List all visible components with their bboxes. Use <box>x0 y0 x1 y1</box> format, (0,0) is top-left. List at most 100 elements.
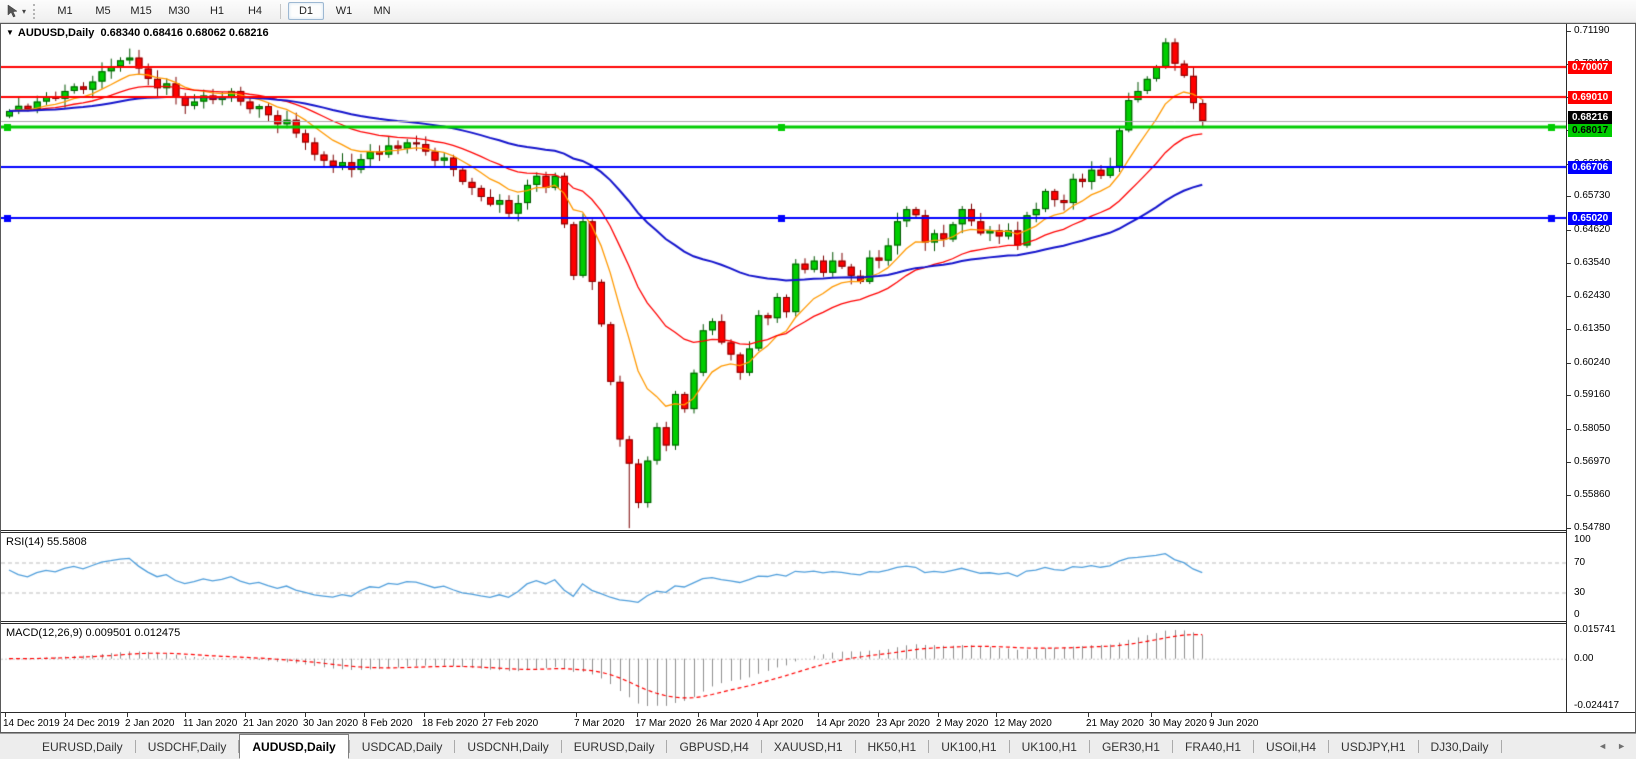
time-axis-date-label: 14 Apr 2020 <box>816 718 870 729</box>
price-tick-mark <box>1567 495 1571 496</box>
macd-axis-label: -0.024417 <box>1574 700 1620 711</box>
chart-window: ▼ AUDUSD,Daily 0.68340 0.68416 0.68062 0.… <box>0 23 1636 733</box>
tab-separator <box>1417 740 1419 753</box>
chart-tab-uk100-h1[interactable]: UK100,H1 <box>1021 739 1077 754</box>
price-tick-label: 0.60240 <box>1574 356 1611 368</box>
pane-separator-rsi-macd[interactable] <box>1 621 1566 624</box>
time-tick-mark <box>818 713 819 717</box>
timeframe-button-mn[interactable]: MN <box>373 5 391 17</box>
time-tick-mark <box>576 713 577 717</box>
tab-separator <box>854 740 856 753</box>
price-tick-label: 0.58050 <box>1574 423 1611 435</box>
timeframe-button-m5[interactable]: M5 <box>95 5 111 17</box>
time-axis-date-label: 21 May 2020 <box>1086 718 1144 729</box>
timeframe-button-d1[interactable]: D1 <box>288 2 325 20</box>
time-tick-mark <box>1088 713 1089 717</box>
tab-separator <box>760 740 762 753</box>
macd-label: MACD(12,26,9) 0.009501 0.012475 <box>6 627 181 639</box>
price-badge: 0.69010 <box>1568 91 1613 105</box>
time-axis[interactable]: 14 Dec 2019 24 Dec 2019 2 Jan 2020 11 Jan 2… <box>1 713 1635 732</box>
timeframe-button-h4[interactable]: H4 <box>247 5 263 17</box>
price-tick-mark <box>1567 31 1571 32</box>
rsi-indicator-canvas[interactable] <box>1 533 1566 621</box>
chart-tab-audusd-daily[interactable]: AUDUSD,Daily <box>239 734 349 759</box>
price-badge: 0.70007 <box>1568 60 1613 74</box>
time-axis-date-label: 12 May 2020 <box>994 718 1052 729</box>
chart-tab-eurusd-daily[interactable]: EURUSD,Daily <box>42 739 123 754</box>
time-axis-date-label: 8 Feb 2020 <box>362 718 413 729</box>
toolbar-separator <box>280 3 282 19</box>
chart-tab-usdcnh-daily[interactable]: USDCNH,Daily <box>467 739 549 754</box>
price-axis[interactable]: 100 70 30 0 0.015741 0.00 -0.024417 0.71190 0.70… <box>1567 24 1635 712</box>
chart-tab-ger30-h1[interactable]: GER30,H1 <box>1101 739 1160 754</box>
time-axis-date-label: 7 Mar 2020 <box>574 718 625 729</box>
tab-scroll-arrows: ◄ ► <box>1588 733 1626 759</box>
time-tick-mark <box>637 713 638 717</box>
time-axis-date-label: 2 May 2020 <box>936 718 989 729</box>
price-tick-mark <box>1567 329 1571 330</box>
chart-tab-usdjpy-h1[interactable]: USDJPY,H1 <box>1341 739 1406 754</box>
tab-scroll-right-icon[interactable]: ► <box>1617 741 1626 751</box>
timeframe-button-m30[interactable]: M30 <box>168 5 190 17</box>
chart-title: ▼ AUDUSD,Daily 0.68340 0.68416 0.68062 0.… <box>6 27 269 39</box>
time-axis-date-label: 26 Mar 2020 <box>696 718 753 729</box>
chart-tab-hk50-h1[interactable]: HK50,H1 <box>867 739 917 754</box>
price-badge: 0.68017 <box>1568 124 1613 138</box>
time-tick-mark <box>364 713 365 717</box>
macd-axis-label: 0.015741 <box>1574 624 1616 635</box>
time-axis-date-label: 18 Feb 2020 <box>422 718 479 729</box>
chart-dropdown-icon[interactable]: ▼ <box>6 28 14 37</box>
tab-separator <box>454 740 456 753</box>
chart-tab-usoil-h4[interactable]: USOil,H4 <box>1266 739 1317 754</box>
chart-tab-xauusd-h1[interactable]: XAUUSD,H1 <box>773 739 843 754</box>
time-tick-mark <box>1211 713 1212 717</box>
crosshair-cursor-icon[interactable] <box>4 2 22 20</box>
price-tick-mark <box>1567 462 1571 463</box>
chart-tab-gbpusd-h4[interactable]: GBPUSD,H4 <box>679 739 749 754</box>
time-tick-mark <box>185 713 186 717</box>
chart-tab-dj30-daily[interactable]: DJ30,Daily <box>1430 739 1489 754</box>
price-tick-mark <box>1567 296 1571 297</box>
time-tick-mark <box>5 713 6 717</box>
price-badge: 0.66706 <box>1568 160 1613 174</box>
macd-indicator-canvas[interactable] <box>1 624 1566 712</box>
price-tick-label: 0.63540 <box>1574 256 1611 268</box>
tab-separator <box>134 740 136 753</box>
time-tick-mark <box>245 713 246 717</box>
chart-tab-uk100-h1[interactable]: UK100,H1 <box>941 739 997 754</box>
price-tick-label: 0.56970 <box>1574 455 1611 467</box>
time-axis-border <box>1 712 1635 713</box>
chart-tab-usdchf-daily[interactable]: USDCHF,Daily <box>147 739 227 754</box>
rsi-axis-label: 0 <box>1574 609 1580 620</box>
timeframe-button-m15[interactable]: M15 <box>130 5 152 17</box>
time-axis-date-label: 21 Jan 2020 <box>243 718 299 729</box>
pane-separator-main-rsi[interactable] <box>1 530 1566 533</box>
time-tick-mark <box>757 713 758 717</box>
rsi-label: RSI(14) 55.5808 <box>6 536 87 548</box>
time-tick-mark <box>424 713 425 717</box>
toolbar-grip[interactable] <box>33 3 39 19</box>
chart-tab-fra40-h1[interactable]: FRA40,H1 <box>1184 739 1242 754</box>
tab-separator <box>1253 740 1255 753</box>
time-axis-date-label: 4 Apr 2020 <box>755 718 804 729</box>
time-axis-date-label: 23 Apr 2020 <box>876 718 930 729</box>
tabs-left-spacer <box>0 734 30 759</box>
price-tick-mark <box>1567 196 1571 197</box>
chart-tab-usdcad-daily[interactable]: USDCAD,Daily <box>361 739 443 754</box>
tab-separator <box>928 740 930 753</box>
tab-scroll-left-icon[interactable]: ◄ <box>1598 741 1608 751</box>
main-price-chart-canvas[interactable] <box>1 24 1566 530</box>
tab-separator <box>666 740 668 753</box>
price-tick-mark <box>1567 363 1571 364</box>
time-tick-mark <box>305 713 306 717</box>
timeframe-button-m1[interactable]: M1 <box>57 5 73 17</box>
cursor-dropdown-arrow[interactable]: ▾ <box>22 6 27 16</box>
price-tick-label: 0.61350 <box>1574 323 1611 335</box>
chart-tab-eurusd-daily[interactable]: EURUSD,Daily <box>573 739 655 754</box>
time-tick-mark <box>878 713 879 717</box>
chart-ohlc-values: 0.68340 0.68416 0.68062 0.68216 <box>100 27 269 39</box>
timeframe-button-w1[interactable]: W1 <box>335 5 353 17</box>
time-axis-date-label: 9 Jun 2020 <box>1209 718 1259 729</box>
timeframe-button-h1[interactable]: H1 <box>209 5 225 17</box>
